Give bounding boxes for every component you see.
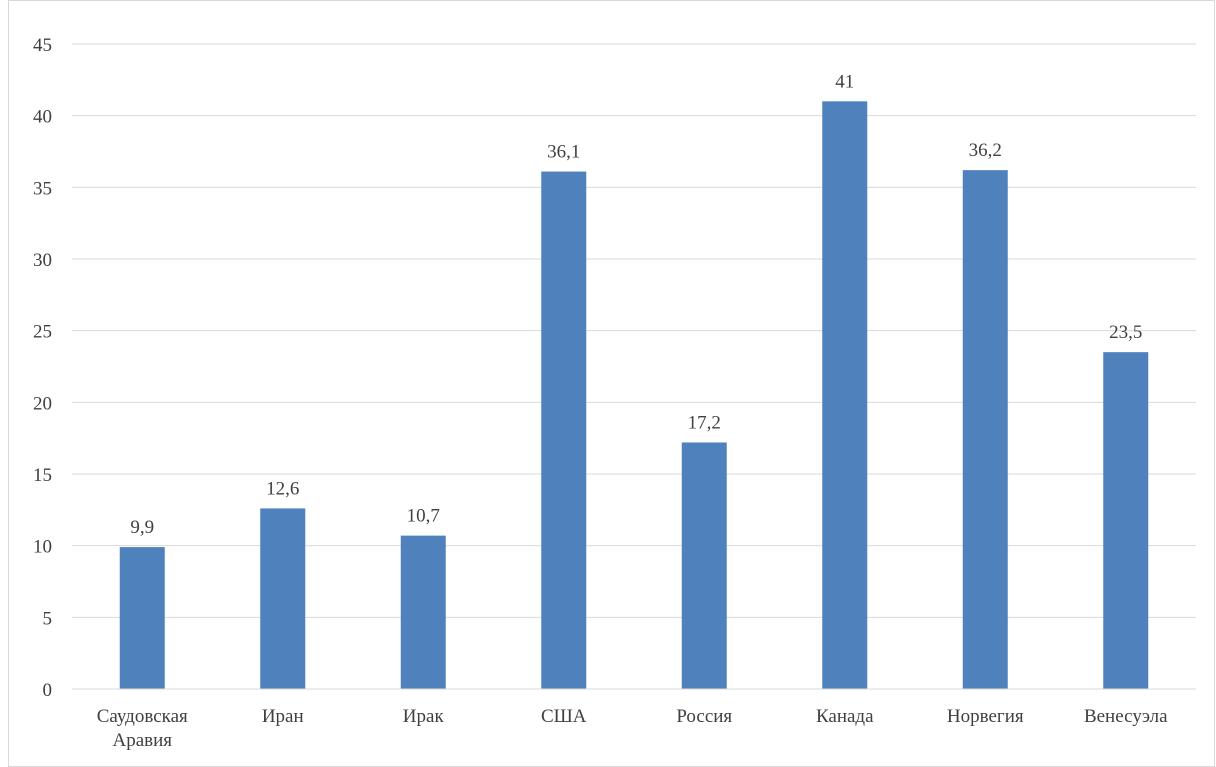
data-label: 10,7 (407, 506, 440, 527)
bar (260, 508, 306, 689)
x-tick-label: США (541, 706, 587, 727)
data-label: 12,6 (266, 478, 299, 499)
x-axis-tick-labels: Саудовская Аравия Иран Ирак США Россия Канада Н… (97, 706, 1168, 751)
y-tick-label: 0 (43, 680, 53, 701)
bars (119, 101, 1149, 690)
bar (541, 171, 587, 690)
y-tick-label: 45 (33, 35, 52, 56)
bar (681, 442, 727, 689)
y-tick-label: 15 (33, 465, 52, 486)
y-axis-tick-labels: 0 5 10 15 20 25 30 35 40 45 (33, 35, 52, 701)
x-tick-label: Норвегия (947, 706, 1024, 727)
chart-frame (8, 0, 1215, 767)
x-tick-label: Ирак (403, 706, 445, 727)
bar (400, 535, 446, 689)
x-tick-label: Венесуэла (1084, 706, 1168, 727)
y-tick-label: 30 (33, 250, 52, 271)
y-tick-label: 40 (33, 107, 52, 128)
data-label: 17,2 (688, 412, 721, 433)
data-labels: 9,9 12,6 10,7 36,1 17,2 41 36,2 23,5 (130, 71, 1142, 538)
y-tick-label: 20 (33, 393, 52, 414)
x-tick-label: Россия (676, 706, 732, 727)
x-tick-label: Саудовская Аравия (97, 706, 188, 751)
y-tick-label: 35 (33, 178, 52, 199)
y-tick-label: 25 (33, 322, 52, 343)
data-label: 36,1 (547, 142, 580, 163)
bar (822, 101, 868, 690)
data-label: 36,2 (969, 140, 1002, 161)
y-tick-label: 10 (33, 537, 52, 558)
x-tick-label: Иран (262, 706, 304, 727)
bar (119, 547, 165, 689)
y-tick-label: 5 (43, 608, 53, 629)
x-tick-label: Канада (816, 706, 874, 727)
data-label: 41 (835, 71, 854, 92)
bar (962, 170, 1008, 690)
data-label: 9,9 (130, 517, 154, 538)
data-label: 23,5 (1109, 322, 1142, 343)
bar (1103, 352, 1149, 689)
gridlines (72, 43, 1196, 618)
